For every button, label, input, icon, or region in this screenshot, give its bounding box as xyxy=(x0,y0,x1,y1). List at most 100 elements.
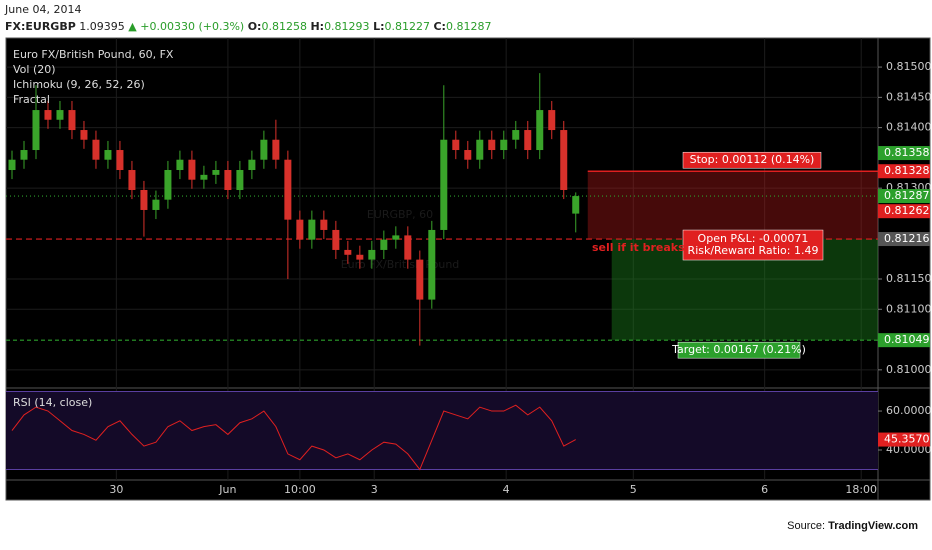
ohlc-value: 0.81287 xyxy=(446,20,492,33)
candle-body xyxy=(392,235,400,240)
candle-body xyxy=(572,196,580,214)
candle-body xyxy=(140,189,148,210)
ohlc-value: 0.81227 xyxy=(384,20,430,33)
source-site: TradingView.com xyxy=(828,520,918,532)
rsi-line xyxy=(11,404,576,471)
rsi-title: RSI (14, close) xyxy=(13,396,92,409)
stop-zone xyxy=(587,171,878,240)
price-tag-label: 0.81287 xyxy=(884,189,930,202)
x-tick-label: 30 xyxy=(109,483,123,496)
candle-body xyxy=(308,219,316,240)
note: sell if it breaks xyxy=(592,241,685,254)
last-price: 1.09395 xyxy=(79,20,125,33)
candle-body xyxy=(104,150,112,160)
price-tag xyxy=(878,146,930,161)
header-date: June 04, 2014 xyxy=(4,3,81,16)
candle-body xyxy=(236,170,244,190)
x-tick-label: Jun xyxy=(218,483,236,496)
price-tag-label: 0.81262 xyxy=(884,204,930,217)
plot: EURGBP, 60 Euro FX/British Pound 0.81000 0.… xyxy=(6,38,932,500)
symbol: FX:EURGBP xyxy=(5,20,76,33)
stop-label: Stop: 0.00112 (0.14%) xyxy=(690,153,815,166)
candle-body xyxy=(512,130,520,140)
candle-body xyxy=(452,139,460,151)
price-tag xyxy=(878,333,930,348)
target-label-box xyxy=(677,341,801,359)
price-tag-label: 0.81216 xyxy=(884,232,930,245)
candle-body xyxy=(416,259,424,300)
candle-body xyxy=(152,199,160,210)
candle-body xyxy=(176,159,184,171)
candle-body xyxy=(212,170,220,175)
candle-body xyxy=(356,254,364,260)
candle-body xyxy=(488,139,496,151)
source-prefix: Source: xyxy=(787,520,825,532)
candle-body xyxy=(248,159,256,171)
price-tag xyxy=(878,232,930,247)
watermark: Euro FX/British Pound xyxy=(341,258,460,271)
x-tick-label: 18:00 xyxy=(845,483,877,496)
candle-body xyxy=(128,170,136,190)
ohlc-value: 0.81258 xyxy=(261,20,307,33)
candle-body xyxy=(188,159,196,180)
pnl-box xyxy=(682,229,824,261)
candle-body xyxy=(464,150,472,160)
candle-body xyxy=(380,239,388,250)
candle-body xyxy=(8,159,16,171)
indicator-label: Vol (20) xyxy=(13,63,56,76)
price-tag xyxy=(878,164,930,179)
candle-body xyxy=(500,139,508,151)
ohlc-key: O: xyxy=(248,20,262,33)
rsi-tag xyxy=(878,432,930,447)
candle-body xyxy=(428,229,436,300)
candle-body xyxy=(332,229,340,250)
y-tick-label: 0.81000 xyxy=(886,363,932,376)
change: ▲ +0.00330 (+0.3%) xyxy=(128,20,244,33)
candle-body xyxy=(32,110,40,151)
source: Source: TradingView.com xyxy=(787,520,918,532)
candle-body xyxy=(56,110,64,120)
candle-body xyxy=(440,139,448,230)
y-tick-label: 0.81450 xyxy=(886,90,932,103)
x-tick-label: 10:00 xyxy=(284,483,316,496)
candle-body xyxy=(524,130,532,151)
watermark: EURGBP, 60 xyxy=(367,208,433,221)
candle-body xyxy=(92,139,100,160)
x-tick-label: 5 xyxy=(630,483,637,496)
rr-label: Risk/Reward Ratio: 1.49 xyxy=(688,244,819,257)
candle-body xyxy=(536,110,544,151)
target-label: Target: 0.00167 (0.21%) xyxy=(671,343,806,356)
candle-body xyxy=(560,130,568,190)
candle-body xyxy=(320,219,328,230)
candle-body xyxy=(404,235,412,260)
price-tag-label: 0.81049 xyxy=(884,333,930,346)
candle-body xyxy=(68,110,76,131)
ohlc-key: C: xyxy=(433,20,445,33)
candle-body xyxy=(344,249,352,255)
candle-body xyxy=(164,170,172,200)
rsi-band xyxy=(6,391,878,470)
candle-body xyxy=(284,159,292,220)
chart-title: Euro FX/British Pound, 60, FX xyxy=(13,48,174,61)
stop-label-box xyxy=(682,151,822,169)
y-tick-label: 0.81400 xyxy=(886,121,932,134)
candle-body xyxy=(476,139,484,160)
ohlc-value: 0.81293 xyxy=(324,20,370,33)
candle-body xyxy=(44,110,52,120)
y-tick-label: 0.81500 xyxy=(886,60,932,73)
y-tick-label: 0.81150 xyxy=(886,272,932,285)
candle-body xyxy=(272,139,280,160)
candle-body xyxy=(200,174,208,180)
candle-body xyxy=(548,110,556,131)
rsi-tag-label: 45.3570 xyxy=(884,433,930,446)
price-tag-label: 0.81328 xyxy=(884,164,930,177)
candle-body xyxy=(116,150,124,171)
price-tag xyxy=(878,189,930,204)
candle-body xyxy=(20,150,28,160)
candle-body xyxy=(368,249,376,260)
x-tick-label: 6 xyxy=(761,483,768,496)
y-tick-label: 0.81100 xyxy=(886,302,932,315)
price-tag-label: 0.81358 xyxy=(884,146,930,159)
